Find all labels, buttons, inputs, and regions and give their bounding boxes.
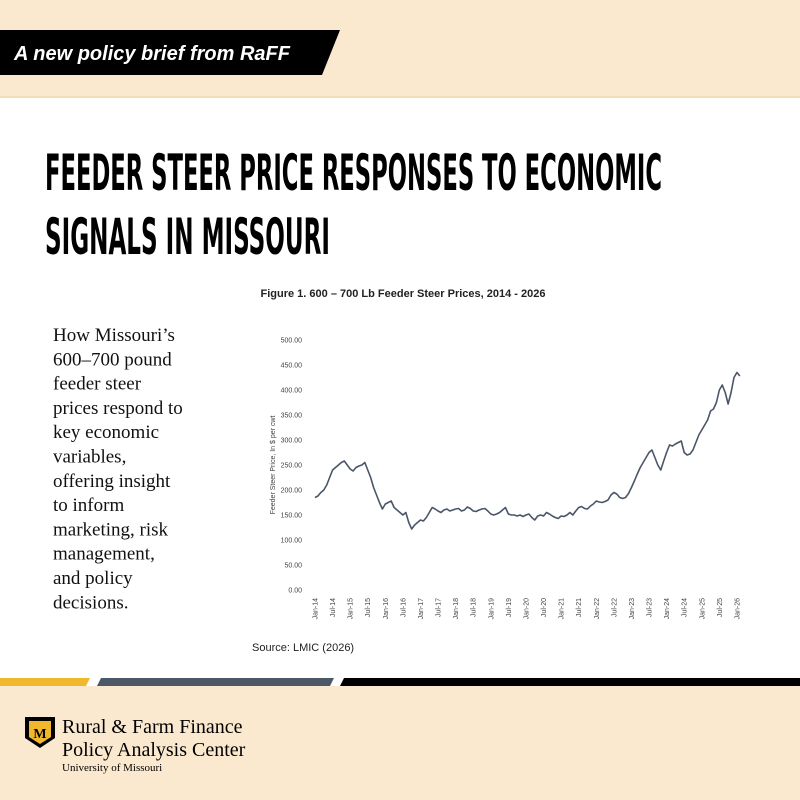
x-tick-label: Jul-24: [682, 598, 689, 617]
top-rule: [0, 96, 800, 98]
x-tick-label: Jul-25: [717, 598, 724, 617]
x-tick-label: Jan-26: [734, 598, 741, 620]
y-axis-label: Feeder Steer Price, In $ per cwt: [270, 416, 277, 515]
summary-line: management,: [53, 544, 155, 565]
summary-line: 600–700 pound: [53, 349, 172, 370]
x-tick-label: Jul-21: [576, 598, 583, 617]
y-tick-label: 100.00: [281, 538, 303, 545]
x-tick-label: Jan-16: [383, 598, 390, 620]
x-tick-label: Jan-25: [699, 598, 706, 620]
y-tick-label: 350.00: [281, 413, 303, 420]
y-tick-label: 200.00: [281, 488, 303, 495]
summary-line: decisions.: [53, 592, 128, 613]
x-tick-label: Jul-15: [365, 598, 372, 617]
y-tick-label: 150.00: [281, 513, 303, 520]
x-tick-label: Jul-16: [400, 598, 407, 617]
svg-text:M: M: [33, 727, 46, 742]
x-tick-label: Jan-18: [453, 598, 460, 620]
x-tick-label: Jan-15: [348, 598, 355, 620]
x-tick-label: Jan-22: [594, 598, 601, 620]
x-tick-label: Jan-21: [559, 598, 566, 620]
x-tick-label: Jul-20: [541, 598, 548, 617]
footer-name: Policy Analysis Center: [62, 739, 246, 761]
x-tick-label: Jan-20: [523, 598, 530, 620]
summary-line: variables,: [53, 447, 126, 468]
x-tick-label: Jul-23: [647, 598, 654, 617]
x-tick-label: Jan-14: [313, 598, 320, 620]
summary-line: offering insight: [53, 471, 171, 492]
x-tick-label: Jul-19: [506, 598, 513, 617]
x-tick-label: Jan-24: [664, 598, 671, 620]
y-tick-label: 0.00: [288, 588, 302, 595]
chart-title: Figure 1. 600 – 700 Lb Feeder Steer Pric…: [261, 288, 546, 300]
headline: FEEDER STEER PRICE RESPONSES TO ECONOMIC: [45, 144, 662, 202]
summary-line: How Missouri’s: [53, 325, 175, 346]
x-tick-label: Jan-23: [629, 598, 636, 620]
mu-logo: M: [25, 717, 55, 748]
source: Source: LMIC (2026): [252, 642, 354, 654]
footer-sub: University of Missouri: [62, 762, 162, 774]
y-tick-label: 50.00: [284, 563, 302, 570]
summary-line: marketing, risk: [53, 519, 169, 540]
bottom-band: [0, 686, 800, 800]
summary-line: prices respond to: [53, 398, 183, 419]
banner-text: A new policy brief from RaFF: [13, 43, 291, 65]
y-tick-label: 400.00: [281, 388, 303, 395]
y-tick-label: 450.00: [281, 363, 303, 370]
stripe-gold: [0, 678, 90, 686]
banner-shape: [0, 30, 340, 75]
y-tick-label: 500.00: [281, 338, 303, 345]
x-tick-label: Jan-17: [418, 598, 425, 620]
x-tick-label: Jan-19: [488, 598, 495, 620]
footer-name: Rural & Farm Finance: [62, 716, 243, 738]
stripe-black: [340, 678, 800, 686]
x-tick-label: Jul-18: [471, 598, 478, 617]
summary-line: and policy: [53, 568, 133, 589]
x-tick-label: Jul-22: [611, 598, 618, 617]
y-tick-label: 250.00: [281, 463, 303, 470]
summary-line: key economic: [53, 422, 159, 443]
y-tick-label: 300.00: [281, 438, 303, 445]
price-line: [314, 371, 741, 530]
x-tick-label: Jul-14: [330, 598, 337, 617]
summary-line: to inform: [53, 495, 124, 516]
stripe-slate: [97, 678, 334, 686]
x-tick-label: Jul-17: [436, 598, 443, 617]
headline: SIGNALS IN MISSOURI: [45, 208, 330, 266]
summary-line: feeder steer: [53, 374, 142, 395]
